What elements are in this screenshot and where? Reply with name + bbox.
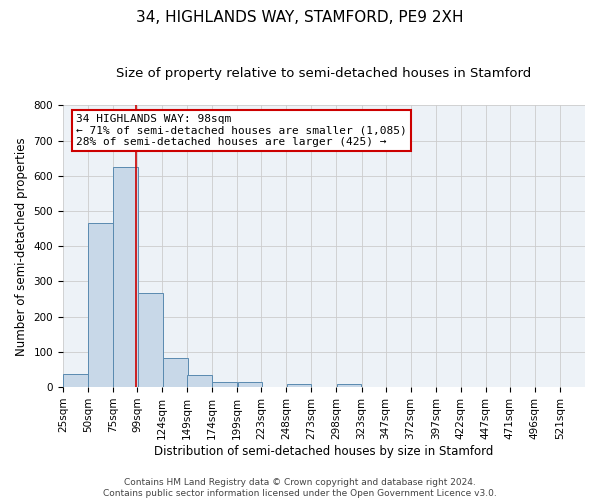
X-axis label: Distribution of semi-detached houses by size in Stamford: Distribution of semi-detached houses by … (154, 444, 494, 458)
Y-axis label: Number of semi-detached properties: Number of semi-detached properties (15, 137, 28, 356)
Bar (238, 382, 262, 387)
Text: Contains HM Land Registry data © Crown copyright and database right 2024.
Contai: Contains HM Land Registry data © Crown c… (103, 478, 497, 498)
Title: Size of property relative to semi-detached houses in Stamford: Size of property relative to semi-detach… (116, 68, 532, 80)
Bar (287, 384, 311, 387)
Bar (212, 382, 237, 387)
Bar (139, 293, 163, 387)
Bar (63, 374, 88, 387)
Text: 34, HIGHLANDS WAY, STAMFORD, PE9 2XH: 34, HIGHLANDS WAY, STAMFORD, PE9 2XH (136, 10, 464, 25)
Bar (163, 358, 188, 387)
Text: 34 HIGHLANDS WAY: 98sqm
← 71% of semi-detached houses are smaller (1,085)
28% of: 34 HIGHLANDS WAY: 98sqm ← 71% of semi-de… (76, 114, 407, 147)
Bar (187, 375, 212, 387)
Bar (113, 167, 138, 387)
Bar (88, 224, 113, 387)
Bar (337, 384, 361, 387)
